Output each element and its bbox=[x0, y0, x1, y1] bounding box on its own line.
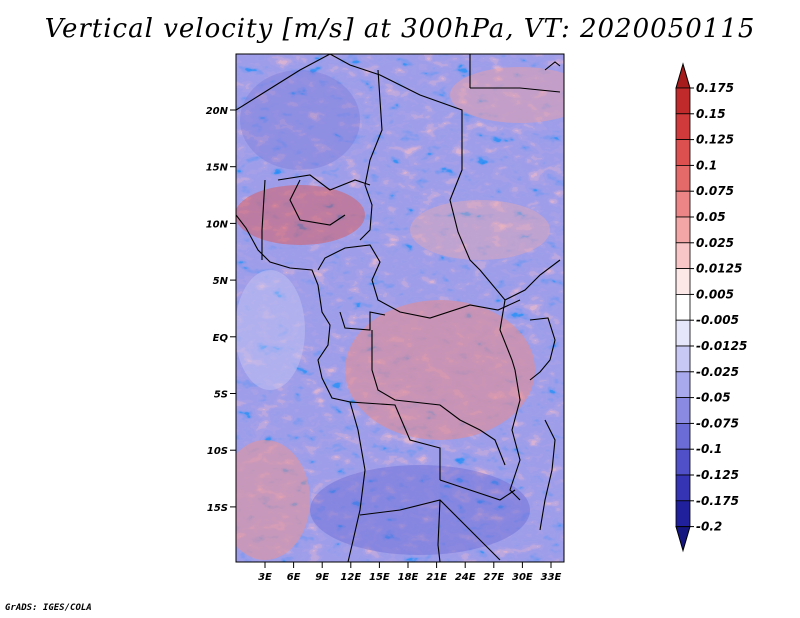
colorbar-label: 0.005 bbox=[696, 287, 734, 301]
colorbar-label: -0.175 bbox=[696, 494, 739, 508]
colorbar-segment bbox=[675, 139, 691, 166]
longitude-axis: 3E 6E 9E 12E 15E 18E 21E 24E 27E 30E 33E bbox=[258, 562, 562, 583]
lon-tick-label: 27E bbox=[483, 572, 504, 583]
lat-tick-label: 20N bbox=[206, 106, 229, 117]
colorbar-segment bbox=[675, 371, 691, 398]
lat-tick-label: 10N bbox=[206, 219, 229, 230]
colorbar-segment bbox=[675, 345, 691, 373]
lat-tick-label: 5N bbox=[213, 276, 229, 287]
colorbar-label: -0.005 bbox=[696, 313, 739, 327]
lon-tick-label: 12E bbox=[340, 572, 361, 583]
colorbar-label: -0.0125 bbox=[696, 339, 747, 353]
colorbar-label: 0.05 bbox=[696, 210, 726, 224]
lat-tick-label: EQ bbox=[213, 333, 229, 344]
colorbar-label: -0.2 bbox=[696, 520, 722, 534]
colorbar-segment bbox=[675, 319, 691, 347]
colorbar-segment bbox=[675, 500, 691, 527]
colorbar-label: 0.175 bbox=[696, 81, 734, 95]
colorbar-label: 0.125 bbox=[696, 133, 734, 147]
colorbar-segment bbox=[675, 190, 691, 218]
colorbar-label: 0.15 bbox=[696, 107, 726, 121]
colorbar-segment bbox=[675, 216, 691, 244]
colorbar-segment bbox=[675, 87, 691, 115]
colorbar-label: 0.0125 bbox=[696, 262, 742, 276]
lon-tick-label: 9E bbox=[315, 572, 329, 583]
colorbar-label: 0.075 bbox=[696, 184, 734, 198]
colorbar-label: -0.125 bbox=[696, 468, 739, 482]
lon-tick-label: 21E bbox=[426, 572, 447, 583]
lat-tick-label: 5S bbox=[214, 390, 228, 401]
latitude-axis: 20N 15N 10N 5N EQ 5S 10S 15S bbox=[206, 106, 236, 514]
colorbar-segment bbox=[675, 293, 691, 321]
lat-tick-label: 10S bbox=[207, 446, 228, 457]
colorbar-top-arrow bbox=[675, 62, 691, 89]
colorbar-segment bbox=[675, 397, 691, 424]
colorbar-bottom-arrow bbox=[675, 526, 691, 553]
velocity-field bbox=[236, 54, 564, 562]
colorbar-segment bbox=[675, 113, 691, 141]
country-boundaries bbox=[236, 54, 561, 562]
colorbar: 0.175 0.15 0.125 0.1 0.075 0.05 0.025 0.0125 0.0… bbox=[675, 62, 747, 553]
plot-frame bbox=[235, 53, 565, 563]
lon-tick-label: 30E bbox=[512, 572, 533, 583]
lon-tick-label: 15E bbox=[369, 572, 390, 583]
lat-tick-label: 15S bbox=[207, 503, 228, 514]
lon-tick-label: 18E bbox=[398, 572, 419, 583]
grads-credit: GrADS: IGES/COLA bbox=[5, 603, 92, 613]
colorbar-label: 0.1 bbox=[696, 158, 717, 172]
lon-tick-label: 33E bbox=[541, 572, 562, 583]
lat-tick-label: 15N bbox=[206, 163, 229, 174]
colorbar-label: -0.1 bbox=[696, 442, 722, 456]
colorbar-segment bbox=[675, 474, 691, 502]
colorbar-segment bbox=[675, 448, 691, 476]
colorbar-label: -0.05 bbox=[696, 391, 731, 405]
lon-tick-label: 6E bbox=[287, 572, 301, 583]
colorbar-segment bbox=[675, 164, 691, 192]
map-title: Vertical velocity [m/s] at 300hPa, VT: 2… bbox=[44, 14, 756, 44]
colorbar-label: -0.025 bbox=[696, 365, 739, 379]
colorbar-label: -0.075 bbox=[696, 416, 739, 430]
colorbar-segment bbox=[675, 242, 691, 270]
colorbar-segment bbox=[675, 422, 691, 450]
lon-tick-label: 3E bbox=[258, 572, 272, 583]
colorbar-segment bbox=[675, 268, 691, 295]
lon-tick-label: 24E bbox=[455, 572, 476, 583]
colorbar-label: 0.025 bbox=[696, 236, 734, 250]
